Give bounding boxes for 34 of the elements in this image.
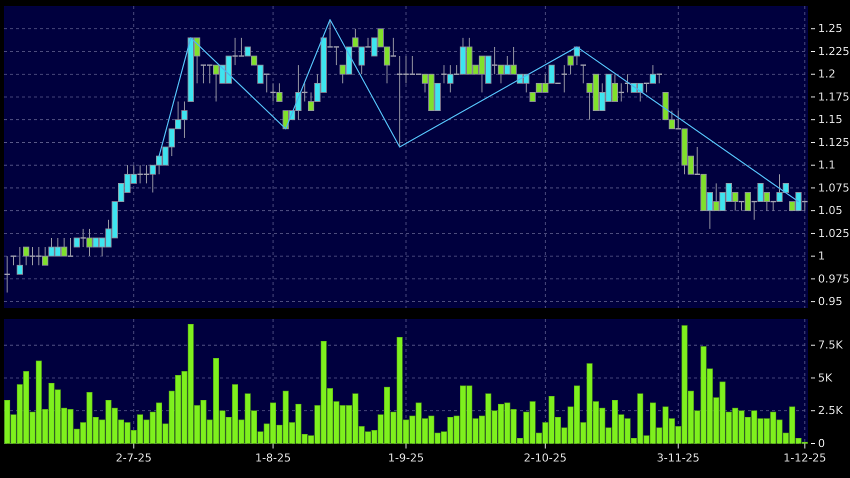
candlestick	[447, 64, 454, 93]
y-tick-label: 0.95	[818, 295, 842, 308]
y-tick-label: 1.175	[818, 90, 850, 104]
y-tick-label: 1.225	[818, 44, 850, 58]
candlestick	[4, 256, 10, 294]
candlestick	[580, 64, 586, 84]
y-tick-label: 1.075	[818, 181, 850, 194]
y-tick-label: 1.125	[818, 136, 850, 149]
y-tick-label: 1.25	[818, 22, 842, 36]
candlestick	[74, 238, 80, 248]
candlestick	[650, 64, 656, 84]
x-tick-label: 3-11-25	[656, 452, 700, 464]
x-tick-label: 1-9-25	[388, 452, 424, 464]
y-tick-label: 1.05	[818, 204, 842, 218]
y-tick-label: 1.025	[818, 226, 850, 240]
y-tick-label: 0	[818, 437, 825, 450]
candlestick	[276, 82, 283, 102]
y-tick-label: 1.15	[818, 113, 842, 126]
y-tick-label: 1.2	[818, 68, 836, 81]
candlestick	[744, 192, 751, 212]
y-tick-label: 2.5K	[818, 404, 844, 418]
y-tick-label: 7.5K	[818, 338, 844, 352]
candlestick	[10, 255, 16, 266]
candlestick	[23, 246, 30, 266]
candlestick	[16, 246, 23, 275]
y-tick-label: 0.975	[818, 272, 850, 286]
y-tick-label: 1.1	[818, 158, 836, 172]
x-tick-label: 1-12-25	[783, 452, 826, 464]
candlestick	[562, 64, 567, 93]
y-tick-label: 1	[818, 250, 825, 263]
x-tick-label: 2-10-25	[524, 452, 567, 464]
x-tick-label: 2-7-25	[116, 452, 152, 464]
x-tick-label: 1-8-25	[255, 452, 292, 464]
y-tick-label: 5K	[818, 371, 833, 384]
